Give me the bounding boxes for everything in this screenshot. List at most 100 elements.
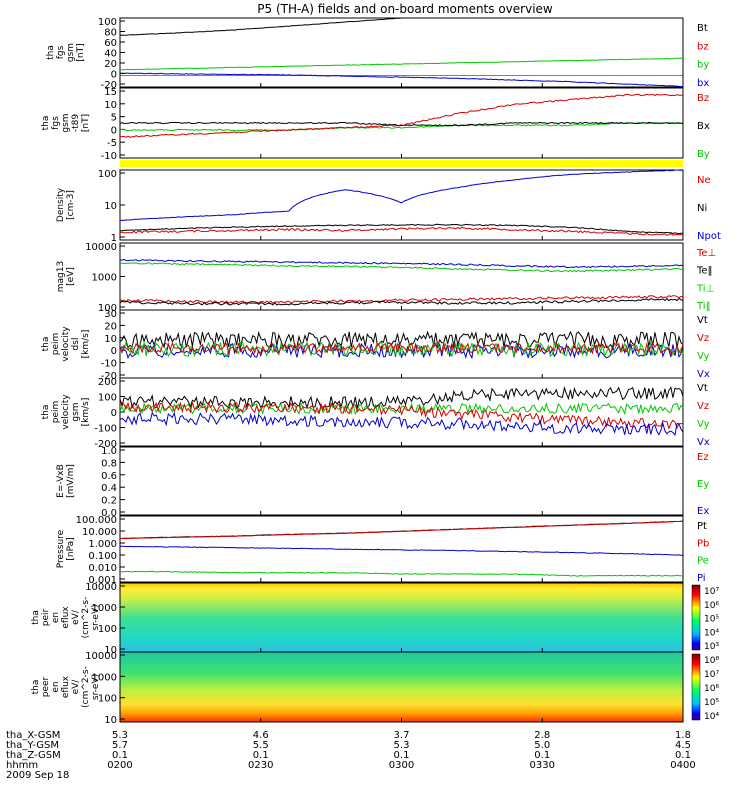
ephemeris-value: 0230 <box>248 760 273 771</box>
y-tick-label: 0 <box>111 70 117 81</box>
panel-frame <box>119 377 684 447</box>
series-Bz <box>119 93 684 138</box>
y-tick-label: 0 <box>111 408 117 419</box>
series-Vx <box>119 411 684 437</box>
series-Pi <box>119 545 683 556</box>
y-tick-label: 10 <box>104 201 117 212</box>
colorbar-tick-label: 10⁷ <box>704 587 719 597</box>
y-axis-label-line: peim <box>51 333 61 356</box>
series-Te-perp <box>119 295 684 304</box>
y-tick-label: 10 <box>104 100 117 111</box>
ephemeris-value: 0.1 <box>253 750 269 761</box>
ephemeris-value: 0400 <box>670 760 695 771</box>
colorbar-tick-label: 10⁸ <box>704 656 719 666</box>
ephemeris-row-label: hhmm <box>6 760 38 771</box>
panel-density: 100 10 1 Density [cm-3] Ne Ni Npot <box>56 169 721 244</box>
legend-entry-Vz: Vz <box>697 333 709 344</box>
ephemeris-value: 5.3 <box>394 740 410 751</box>
legend-entry-Pb: Pb <box>697 538 709 549</box>
y-tick-label: 10000 <box>85 242 117 253</box>
y-tick-label: 5 <box>111 113 117 124</box>
y-axis-label-line: [km/s] <box>81 398 91 427</box>
ephemeris-row-label: tha_Z-GSM <box>6 750 61 761</box>
y-tick-label: 100 <box>98 303 117 314</box>
y-axis-label-line: dsl <box>71 338 81 351</box>
y-axis-label-line: E=-VxB <box>56 464 66 498</box>
y-tick-label: 0 <box>111 125 117 136</box>
y-tick-label: 10 <box>104 645 117 656</box>
ephemeris-value: 5.5 <box>253 740 269 751</box>
ephemeris-value: 0330 <box>530 760 555 771</box>
legend-entry-Te‖: Te‖ <box>696 266 713 277</box>
legend-entry-Ti‖: Ti‖ <box>696 301 711 312</box>
y-tick-label: 0 <box>111 346 117 357</box>
y-tick-label: 1 <box>111 233 117 244</box>
y-axis-label-line: tha <box>41 116 51 131</box>
ephemeris-value: 0.1 <box>112 750 128 761</box>
series-Ti-par <box>119 262 684 273</box>
series-Bt <box>119 17 683 36</box>
y-tick-label: 100.000 <box>76 515 117 526</box>
y-axis-label-line: eflux <box>61 606 71 629</box>
y-axis-label-line: [km/s] <box>81 330 91 359</box>
legend-entry-Pi: Pi <box>697 573 706 584</box>
y-axis-label-line: [cm-3] <box>66 190 76 220</box>
legend-entry-bz: bz <box>697 41 709 52</box>
y-tick-label: 60 <box>104 38 117 49</box>
series-by <box>119 57 684 71</box>
colorbar <box>691 584 701 651</box>
y-axis-label-line: [mV/m] <box>66 464 76 498</box>
y-tick-label: 1.0 <box>101 446 117 457</box>
y-axis-label-line: velocity <box>61 326 71 362</box>
ephemeris-value: 2.8 <box>534 730 550 741</box>
legend-entry-by: by <box>697 60 709 71</box>
y-axis-label-line: tha <box>31 610 41 625</box>
y-tick-label: 0.0 <box>101 508 117 519</box>
y-tick-label: 15 <box>104 87 117 98</box>
y-axis-label-line: gsm <box>66 43 76 62</box>
series-bx <box>119 72 684 88</box>
y-axis-label-line: mag13 <box>56 261 66 292</box>
legend-entry-bx: bx <box>697 78 709 89</box>
y-tick-label: 0.001 <box>88 575 117 586</box>
legend-entry-Te⊥: Te⊥ <box>696 248 716 259</box>
legend-entry-Vt: Vt <box>697 315 708 326</box>
series-By <box>119 121 684 132</box>
colorbar-tick-label: 10⁴ <box>704 712 719 722</box>
y-axis-label-line: en <box>51 681 61 692</box>
y-tick-label: -100 <box>94 424 117 435</box>
y-axis-label-line: fgs <box>51 116 61 130</box>
ephemeris-value: 1.8 <box>675 730 691 741</box>
ephemeris-row-label: tha_X-GSM <box>6 730 60 741</box>
legend-entry-Ex: Ex <box>697 506 709 517</box>
ephemeris-value: 3.7 <box>394 730 410 741</box>
y-axis-label-line: peim <box>51 401 61 424</box>
panel-peer_spec: 10⁸ 10⁷ 10⁶ 10⁵ 10⁴ 10000 1000 100 10 tha peer en ef… <box>31 651 719 726</box>
y-axis-label-line: peir <box>41 608 51 626</box>
ephemeris-row-label: 2009 Sep 18 <box>6 770 69 781</box>
heatmap-fill <box>120 652 683 722</box>
series-Npot <box>119 169 684 222</box>
y-tick-label: 1000 <box>92 603 117 614</box>
y-tick-label: -5 <box>107 138 117 149</box>
y-axis-label-line: Density <box>56 187 66 222</box>
series-Pb <box>119 520 684 540</box>
y-axis-label-line: en <box>51 612 61 623</box>
quality-flag-bar <box>120 160 683 167</box>
figure-title: P5 (TH-A) fields and on-board moments ov… <box>257 2 553 16</box>
y-tick-label: 80 <box>104 28 117 39</box>
legend-entry-Vy: Vy <box>697 419 710 430</box>
ephemeris-value: 5.3 <box>112 730 128 741</box>
legend-entry-Vy: Vy <box>697 351 710 362</box>
legend-entry-Vx: Vx <box>697 369 710 380</box>
y-tick-label: 1000 <box>92 273 117 284</box>
y-tick-label: -200 <box>94 439 117 450</box>
series-Bx <box>119 121 684 127</box>
panel-temp: 10000 1000 100 mag13 [eV] Te⊥ Te‖ Ti⊥ Ti‖ <box>56 242 716 314</box>
colorbar-tick-label: 10⁵ <box>704 615 719 625</box>
y-tick-label: 100 <box>98 169 117 180</box>
y-axis-label-line: tha <box>41 405 51 420</box>
legend-entry-Ni: Ni <box>697 203 707 214</box>
